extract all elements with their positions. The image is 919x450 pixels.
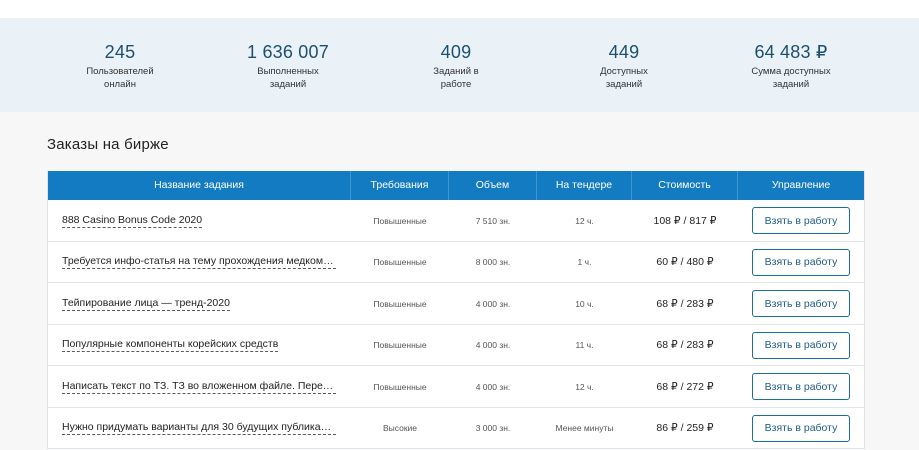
task-link[interactable]: Требуется инфо-статья на тему прохождени… xyxy=(62,255,336,269)
column-header-tender[interactable]: На тендере xyxy=(537,171,632,200)
price-cell: 60 ₽ / 480 ₽ xyxy=(656,256,714,268)
task-name-cell: Написать текст по ТЗ. ТЗ во вложенном фа… xyxy=(48,366,351,407)
volume-cell: 8 000 зн. xyxy=(475,257,511,267)
action-cell: Взять в работу xyxy=(738,200,864,241)
tender-cell: 12 ч. xyxy=(575,215,594,226)
take-task-button[interactable]: Взять в работу xyxy=(752,414,850,442)
column-header-price[interactable]: Стоимость xyxy=(632,171,738,200)
stat-label-line: заданий xyxy=(269,79,307,90)
task-link[interactable]: 888 Casino Bonus Code 2020 xyxy=(62,213,203,228)
table-row: Требуется инфо-статья на тему прохождени… xyxy=(48,241,864,283)
requirements-cell: Повышенные xyxy=(373,381,427,392)
action-cell: Взять в работу xyxy=(738,283,864,324)
volume-cell: 4 000 зн. xyxy=(475,298,511,309)
task-link[interactable]: Написать текст по ТЗ. ТЗ во вложенном фа… xyxy=(62,379,336,394)
volume-cell: 3 000 зн. xyxy=(475,423,511,433)
column-header-requirements[interactable]: Требования xyxy=(351,171,449,200)
stat-label-line: Выполненных xyxy=(257,66,319,77)
task-name-cell: Тейпирование лица — тренд-2020 xyxy=(48,283,351,324)
stat-tasks-in-progress: 409 Заданий в работе xyxy=(386,40,526,91)
requirements-cell: Повышенные xyxy=(373,298,427,309)
stat-value: 1 636 007 xyxy=(247,42,329,62)
task-name-cell: Нужно придумать варианты для 30 будущих … xyxy=(48,408,351,449)
stat-value: 245 xyxy=(104,42,136,62)
table-row: 888 Casino Bonus Code 2020 Повышенные 7 … xyxy=(48,200,864,242)
orders-table: Название задания Требования Объем На тен… xyxy=(47,171,865,449)
stat-label: Заданий в работе xyxy=(386,65,526,91)
stat-completed-tasks: 1 636 007 Выполненных заданий xyxy=(218,40,358,91)
stat-label-line: заданий xyxy=(772,79,810,90)
column-header-name[interactable]: Название задания xyxy=(48,171,351,200)
stat-label-line: заданий xyxy=(605,79,643,90)
stat-available-tasks: 449 Доступных заданий xyxy=(554,40,694,91)
task-link[interactable]: Нужно придумать варианты для 30 будущих … xyxy=(62,421,336,435)
tender-cell: 10 ч. xyxy=(575,298,594,309)
tender-cell: 12 ч. xyxy=(575,381,594,392)
table-row: Написать текст по ТЗ. ТЗ во вложенном фа… xyxy=(48,366,864,408)
stat-available-sum: 64 483 ₽ Сумма доступных заданий xyxy=(721,40,861,91)
stat-label: Пользователей онлайн xyxy=(50,65,190,91)
stat-label-line: Заданий в xyxy=(433,66,479,77)
top-strip xyxy=(0,0,919,18)
action-cell: Взять в работу xyxy=(738,242,864,283)
column-header-actions: Управление xyxy=(771,179,831,191)
task-link[interactable]: Тейпирование лица — тренд-2020 xyxy=(62,296,230,311)
price-cell: 86 ₽ / 259 ₽ xyxy=(656,422,714,434)
task-name-cell: 888 Casino Bonus Code 2020 xyxy=(48,200,351,241)
action-cell: Взять в работу xyxy=(738,366,864,407)
stat-label-line: Доступных xyxy=(600,66,648,77)
volume-cell: 7 510 зн. xyxy=(475,215,511,226)
action-cell: Взять в работу xyxy=(738,408,864,449)
stat-users-online: 245 Пользователей онлайн xyxy=(50,40,190,91)
table-row: Популярные компоненты корейских средств … xyxy=(48,324,864,366)
tender-cell: Менее минуты xyxy=(555,423,614,433)
stat-label: Доступных заданий xyxy=(554,65,694,91)
stat-label-line: Сумма доступных xyxy=(751,66,831,77)
stat-value: 64 483 ₽ xyxy=(754,42,828,62)
stat-value: 449 xyxy=(608,42,640,62)
price-cell: 108 ₽ / 817 ₽ xyxy=(653,214,717,227)
requirements-cell: Высокие xyxy=(382,423,418,433)
take-task-button[interactable]: Взять в работу xyxy=(752,290,850,317)
section-title: Заказы на бирже xyxy=(47,136,169,153)
stat-label-line: онлайн xyxy=(104,79,136,90)
stat-label-line: Пользователей xyxy=(86,66,154,77)
price-cell: 68 ₽ / 283 ₽ xyxy=(656,339,714,351)
take-task-button[interactable]: Взять в работу xyxy=(752,207,850,234)
take-task-button[interactable]: Взять в работу xyxy=(752,373,850,400)
stat-value: 409 xyxy=(440,42,472,62)
tender-cell: 1 ч. xyxy=(577,257,592,267)
action-cell: Взять в работу xyxy=(738,325,864,366)
volume-cell: 4 000 зн. xyxy=(475,381,511,392)
table-header: Название задания Требования Объем На тен… xyxy=(48,171,864,200)
take-task-button[interactable]: Взять в работу xyxy=(752,248,850,276)
tender-cell: 11 ч. xyxy=(575,340,594,350)
column-header-volume[interactable]: Объем xyxy=(449,171,537,200)
take-task-button[interactable]: Взять в работу xyxy=(752,331,850,359)
table-row: Тейпирование лица — тренд-2020 Повышенны… xyxy=(48,283,864,325)
price-cell: 68 ₽ / 283 ₽ xyxy=(656,297,714,310)
requirements-cell: Повышенные xyxy=(373,340,427,350)
volume-cell: 4 000 зн. xyxy=(475,340,511,350)
task-name-cell: Требуется инфо-статья на тему прохождени… xyxy=(48,242,351,283)
stat-label-line: работе xyxy=(440,79,472,90)
requirements-cell: Повышенные xyxy=(373,215,427,226)
task-link[interactable]: Популярные компоненты корейских средств xyxy=(62,338,279,352)
price-cell: 68 ₽ / 272 ₽ xyxy=(656,380,714,393)
table-row: Нужно придумать варианты для 30 будущих … xyxy=(48,407,864,449)
requirements-cell: Повышенные xyxy=(373,257,427,267)
stats-panel: 245 Пользователей онлайн 1 636 007 Выпол… xyxy=(0,18,919,112)
stat-label: Сумма доступных заданий xyxy=(721,65,861,91)
stat-label: Выполненных заданий xyxy=(218,65,358,91)
task-name-cell: Популярные компоненты корейских средств xyxy=(48,325,351,366)
